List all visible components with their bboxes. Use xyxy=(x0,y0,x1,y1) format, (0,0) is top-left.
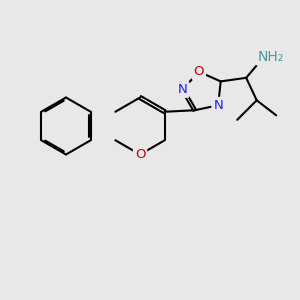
Text: NH₂: NH₂ xyxy=(258,50,284,64)
Text: N: N xyxy=(178,83,188,96)
Text: O: O xyxy=(135,148,145,161)
Text: N: N xyxy=(213,99,223,112)
Text: O: O xyxy=(194,65,204,78)
